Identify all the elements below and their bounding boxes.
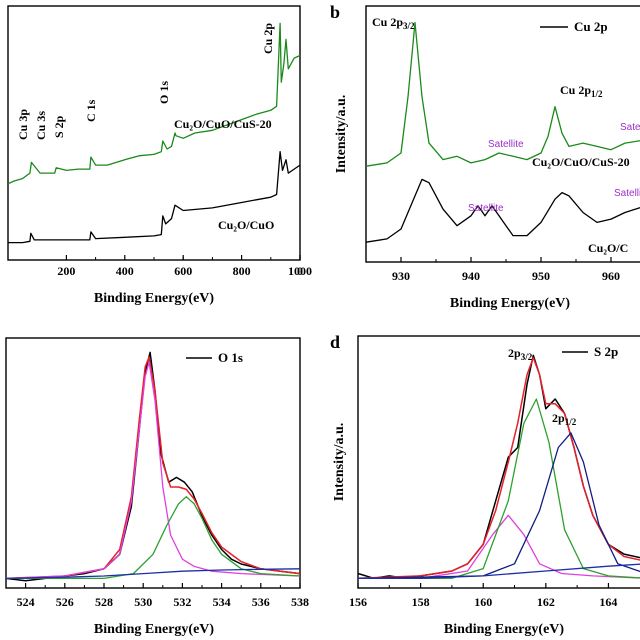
peak-2p32: 2p3/2 (508, 346, 533, 362)
panel-c-series (5, 351, 301, 582)
panel-c-series-2 (5, 361, 301, 580)
panel-b: b 930 940 950 960 Intensity/a.u. Binding En… (330, 2, 640, 311)
peak-cu2p32: Cu 2p3/2 (372, 15, 415, 31)
panel-a-ticks: 0 200 400 600 800 1000 (57, 255, 312, 278)
satellite-right-lower: Satellite (614, 188, 640, 199)
panel-a-xlabel: Binding Energy(eV) (94, 291, 215, 306)
panel-a-series-1 (8, 151, 301, 244)
panel-d-series-4 (357, 432, 640, 579)
panel-a-series-0 (7, 22, 301, 185)
panel-d-xlabel: Binding Energy(eV) (444, 622, 565, 637)
panel-c: 524 526 528 530 532 534 536 538 Binding Energy(… (5, 337, 309, 637)
panel-c-series-3 (6, 496, 301, 580)
panel-b-letter: b (330, 2, 340, 22)
panel-b-ticks: 930 940 950 960 (392, 257, 620, 283)
panel-a-tick-label-4: 800 (233, 264, 251, 278)
anno-cu3s: Cu 3s (34, 111, 48, 140)
panel-c-legend-text: O 1s (218, 350, 243, 365)
panel-d-tick-label-3: 162 (537, 595, 555, 609)
peak-cu2p12: Cu 2p1/2 (560, 83, 603, 99)
panel-d-series (357, 354, 640, 580)
panel-c-tick-label-0: 524 (17, 595, 35, 609)
panel-b-tick-label-0: 930 (392, 269, 410, 283)
panel-c-series-4 (5, 568, 301, 580)
satellite-green: Satellite (488, 139, 524, 150)
panel-d-legend-text: S 2p (594, 344, 618, 359)
panel-a-tick-label-1: 200 (57, 264, 75, 278)
panel-c-ticks: 524 526 528 530 532 534 536 538 (17, 583, 309, 609)
anno-cu2p: Cu 2p (261, 23, 275, 54)
panel-d-ylabel: Intensity/a.u. (332, 423, 347, 502)
panel-a-tick-label-2: 400 (116, 264, 134, 278)
panel-a-label-composite: Cu₂O/CuO/CuS-20 (174, 117, 272, 131)
anno-s2p: S 2p (52, 115, 66, 138)
anno-o1s: O 1s (157, 81, 171, 104)
panel-a-tick-label-5: 1000 (288, 264, 312, 278)
panel-d-series-2 (358, 514, 640, 579)
panel-b-series (365, 21, 640, 243)
panel-c-tick-label-7: 538 (291, 595, 309, 609)
panel-c-tick-label-1: 526 (56, 595, 74, 609)
panel-b-series-0 (365, 21, 640, 167)
panel-b-frame (365, 5, 640, 263)
panel-c-tick-label-5: 534 (213, 595, 231, 609)
panel-b-tick-label-2: 950 (532, 269, 550, 283)
panel-b-legend-text: Cu 2p (574, 19, 608, 34)
panel-c-tick-label-3: 530 (134, 595, 152, 609)
panel-d-tick-label-4: 164 (599, 595, 617, 609)
panel-b-ylabel: Intensity/a.u. (334, 95, 349, 174)
panel-d: d 1561581601621641 Intensity/a.u. Bindin… (330, 332, 640, 637)
panel-b-tick-label-1: 940 (462, 269, 480, 283)
panel-a-series (7, 22, 301, 244)
panel-a-tick-label-3: 600 (174, 264, 192, 278)
peak-2p12: 2p1/2 (552, 411, 577, 427)
panel-b-series-1 (365, 178, 640, 243)
panel-d-tick-label-2: 160 (474, 595, 492, 609)
panel-a: 0 200 400 600 800 1000 Binding Energy(eV) Cu … (7, 5, 312, 306)
panel-d-series-1 (357, 357, 640, 580)
satellite-right-upper: Sate (620, 122, 640, 133)
panel-d-series-0 (357, 354, 640, 580)
anno-cu3p: Cu 3p (16, 109, 30, 140)
panel-a-tick-label-0: 0 (297, 264, 303, 278)
panel-d-ticks: 1561581601621641 (349, 583, 617, 609)
panel-d-tick-label-0: 156 (349, 595, 367, 609)
panel-c-tick-label-2: 528 (95, 595, 113, 609)
anno-c1s: C 1s (84, 99, 98, 122)
panel-c-xlabel: Binding Energy(eV) (94, 622, 215, 637)
panel-b-xlabel: Binding Energy(eV) (450, 296, 571, 311)
panel-b-tick-label-3: 960 (602, 269, 620, 283)
panel-c-series-1 (5, 356, 301, 580)
panel-d-series-3 (358, 398, 640, 579)
panel-a-label-base: Cu₂O/CuO (218, 218, 274, 232)
panel-d-series-5 (358, 563, 640, 579)
panel-d-letter: d (330, 332, 340, 352)
satellite-black: Satellite (468, 203, 504, 214)
panel-d-tick-label-1: 158 (412, 595, 430, 609)
panel-c-tick-label-6: 536 (252, 595, 270, 609)
panel-c-frame (5, 337, 301, 589)
panel-d-frame (357, 335, 640, 589)
panel-b-label-composite: Cu₂O/CuO/CuS-20 (532, 155, 630, 169)
panel-b-label-base: Cu₂O/C (588, 241, 628, 255)
panel-c-tick-label-4: 532 (173, 595, 191, 609)
